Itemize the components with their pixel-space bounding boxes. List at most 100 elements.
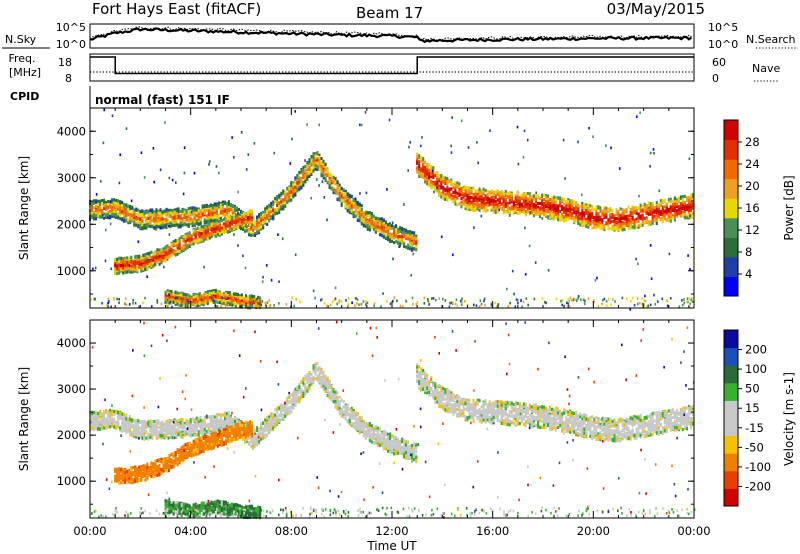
echo-cell xyxy=(132,270,135,274)
echo-cell xyxy=(243,223,245,227)
echo-cell xyxy=(466,194,469,198)
echo-cell xyxy=(413,231,416,235)
echo-cell xyxy=(210,231,213,235)
echo-cell xyxy=(312,159,315,163)
echo-cell xyxy=(157,218,160,223)
echo-cell xyxy=(504,194,507,198)
echo-cell xyxy=(268,219,271,223)
echo-cell xyxy=(535,197,537,202)
echo-cell xyxy=(294,193,297,197)
echo-cell xyxy=(420,174,423,178)
echo-cell xyxy=(216,300,219,304)
echo-cell xyxy=(245,223,247,227)
echo-cell xyxy=(563,198,566,202)
echo-cell xyxy=(161,213,164,218)
echo-cell xyxy=(545,208,547,212)
echo-cell xyxy=(188,242,191,246)
echo-cell xyxy=(251,209,254,213)
nave-tick-0: 0 xyxy=(712,72,719,85)
echo-cell xyxy=(249,217,252,221)
echo-cell xyxy=(304,173,307,177)
echo-cell xyxy=(174,290,177,294)
echo-cell xyxy=(95,204,97,209)
echo-cell xyxy=(182,235,185,240)
echo-cell xyxy=(569,211,572,215)
echo-cell xyxy=(214,295,217,299)
echo-cell xyxy=(464,187,467,191)
echo-cell xyxy=(155,209,158,213)
echo-cell xyxy=(446,198,449,202)
echo-cell xyxy=(573,206,576,211)
echo-cell xyxy=(124,260,127,264)
echo-cell xyxy=(362,216,365,220)
echo-cell xyxy=(395,230,397,234)
echo-cell xyxy=(212,227,215,231)
echo-cell xyxy=(438,184,441,188)
echo-cell xyxy=(484,189,487,193)
echo-cell xyxy=(426,176,429,180)
echo-cell xyxy=(251,305,254,309)
echo-cell xyxy=(109,214,112,219)
echo-cell xyxy=(196,232,199,236)
echo-cell xyxy=(127,218,130,222)
echo-cell xyxy=(140,268,143,272)
echo-cell xyxy=(468,207,471,211)
echo-cell xyxy=(366,213,369,217)
echo-cell xyxy=(180,291,183,295)
echo-cell xyxy=(494,194,497,198)
echo-cell xyxy=(380,230,383,234)
echo-cell xyxy=(226,216,229,220)
nave-label: Nave xyxy=(752,62,780,75)
echo-cell xyxy=(340,189,343,194)
echo-cell xyxy=(403,233,406,237)
echo-cell xyxy=(146,263,149,267)
echo-cell xyxy=(413,247,416,251)
echo-cell xyxy=(197,209,200,213)
echo-cell xyxy=(203,204,206,208)
echo-cell xyxy=(330,179,333,183)
echo-cell xyxy=(214,300,217,304)
echo-cell xyxy=(583,203,586,207)
echo-cell xyxy=(346,199,349,203)
echo-cell xyxy=(378,222,381,226)
echo-cell xyxy=(206,237,209,241)
echo-cell xyxy=(318,167,321,171)
echo-cell xyxy=(288,191,291,196)
echo-cell xyxy=(175,210,178,214)
echo-cell xyxy=(336,197,339,201)
echo-cell xyxy=(212,224,215,228)
echo-cell xyxy=(109,209,112,213)
echo-cell xyxy=(171,208,174,213)
echo-cell xyxy=(470,189,473,193)
echo-cell xyxy=(372,223,375,227)
echo-cell xyxy=(155,212,158,216)
echo-cell xyxy=(245,304,247,308)
echo-cell xyxy=(118,256,121,260)
echo-cell xyxy=(116,257,119,261)
echo-cell xyxy=(205,217,208,221)
echo-cell xyxy=(310,163,313,167)
echo-cell xyxy=(403,242,406,246)
echo-cell xyxy=(225,210,228,214)
echo-cell xyxy=(272,211,275,215)
echo-cell xyxy=(188,297,191,301)
echo-cell xyxy=(302,168,305,172)
echo-cell xyxy=(208,297,211,301)
echo-cell xyxy=(480,206,483,210)
echo-cell xyxy=(266,222,269,226)
echo-cell xyxy=(198,298,201,302)
nsearch-tick-top: 10^5 xyxy=(708,21,738,34)
echo-cell xyxy=(290,193,293,198)
echo-cell xyxy=(189,213,192,217)
nave-tick-60: 60 xyxy=(712,56,726,69)
echo-cell xyxy=(249,222,252,226)
echo-cell xyxy=(318,153,321,157)
echo-cell xyxy=(170,294,173,298)
echo-cell xyxy=(184,241,187,245)
echo-cell xyxy=(162,258,165,262)
echo-cell xyxy=(438,174,441,178)
echo-cell xyxy=(494,200,497,204)
echo-cell xyxy=(446,196,449,200)
echo-cell xyxy=(209,213,212,217)
echo-cell xyxy=(255,300,258,304)
